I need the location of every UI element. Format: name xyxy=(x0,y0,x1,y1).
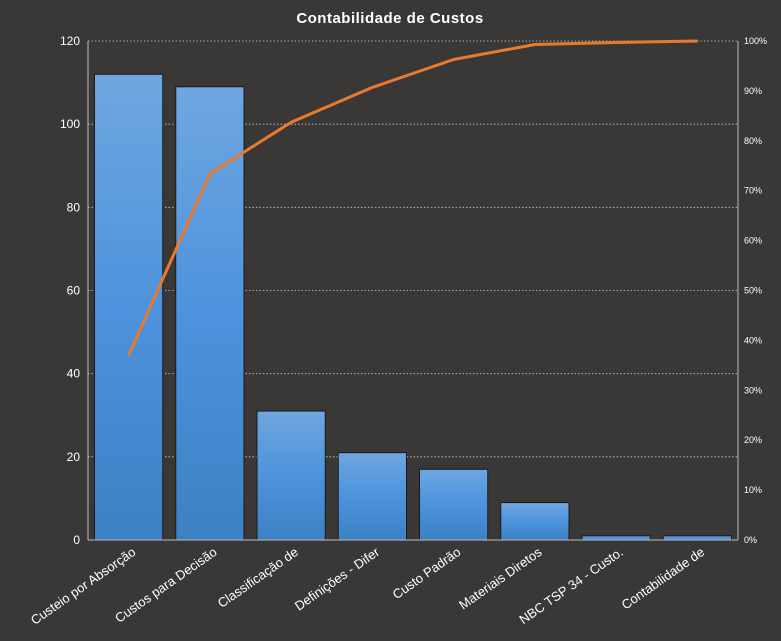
y2-tick-label: 60% xyxy=(744,236,762,246)
bar xyxy=(337,452,407,541)
y2-tick-label: 50% xyxy=(744,286,762,296)
cumulative-line-group xyxy=(127,39,698,357)
bar xyxy=(419,468,489,541)
x-tick-label: Classificação de xyxy=(215,544,301,611)
y2-tick-label: 0% xyxy=(744,535,757,545)
y2-tick-label: 30% xyxy=(744,385,762,395)
bar xyxy=(500,502,570,541)
y2-tick-label: 20% xyxy=(744,435,762,445)
bar xyxy=(256,410,326,541)
y-tick-label: 60 xyxy=(67,284,81,298)
x-tick-label: Definições - Difer xyxy=(292,544,383,614)
x-tick-label: Custo Padrão xyxy=(390,544,464,602)
bar xyxy=(581,535,651,541)
y-tick-label: 40 xyxy=(67,367,81,381)
y2-tick-label: 80% xyxy=(744,136,762,146)
bar xyxy=(94,73,164,541)
y2-tick-label: 40% xyxy=(744,335,762,345)
y2-tick-label: 90% xyxy=(744,86,762,96)
y-tick-label: 120 xyxy=(60,34,80,48)
cumulative-line xyxy=(127,39,698,357)
x-tick-label: Materiais Diretos xyxy=(456,544,545,613)
bar xyxy=(175,86,245,541)
y-tick-label: 80 xyxy=(67,200,81,214)
x-tick-label: Contabilidade de xyxy=(619,544,708,612)
y-tick-label: 0 xyxy=(73,533,80,547)
y2-tick-label: 10% xyxy=(744,485,762,495)
y2-tick-label: 100% xyxy=(744,36,767,46)
y2-tick-label: 70% xyxy=(744,186,762,196)
bars xyxy=(94,73,732,541)
chart-title: Contabilidade de Custos xyxy=(296,10,483,27)
y-tick-label: 100 xyxy=(60,117,80,131)
axes xyxy=(87,41,739,541)
bar xyxy=(662,535,732,541)
y-tick-label: 20 xyxy=(67,450,81,464)
